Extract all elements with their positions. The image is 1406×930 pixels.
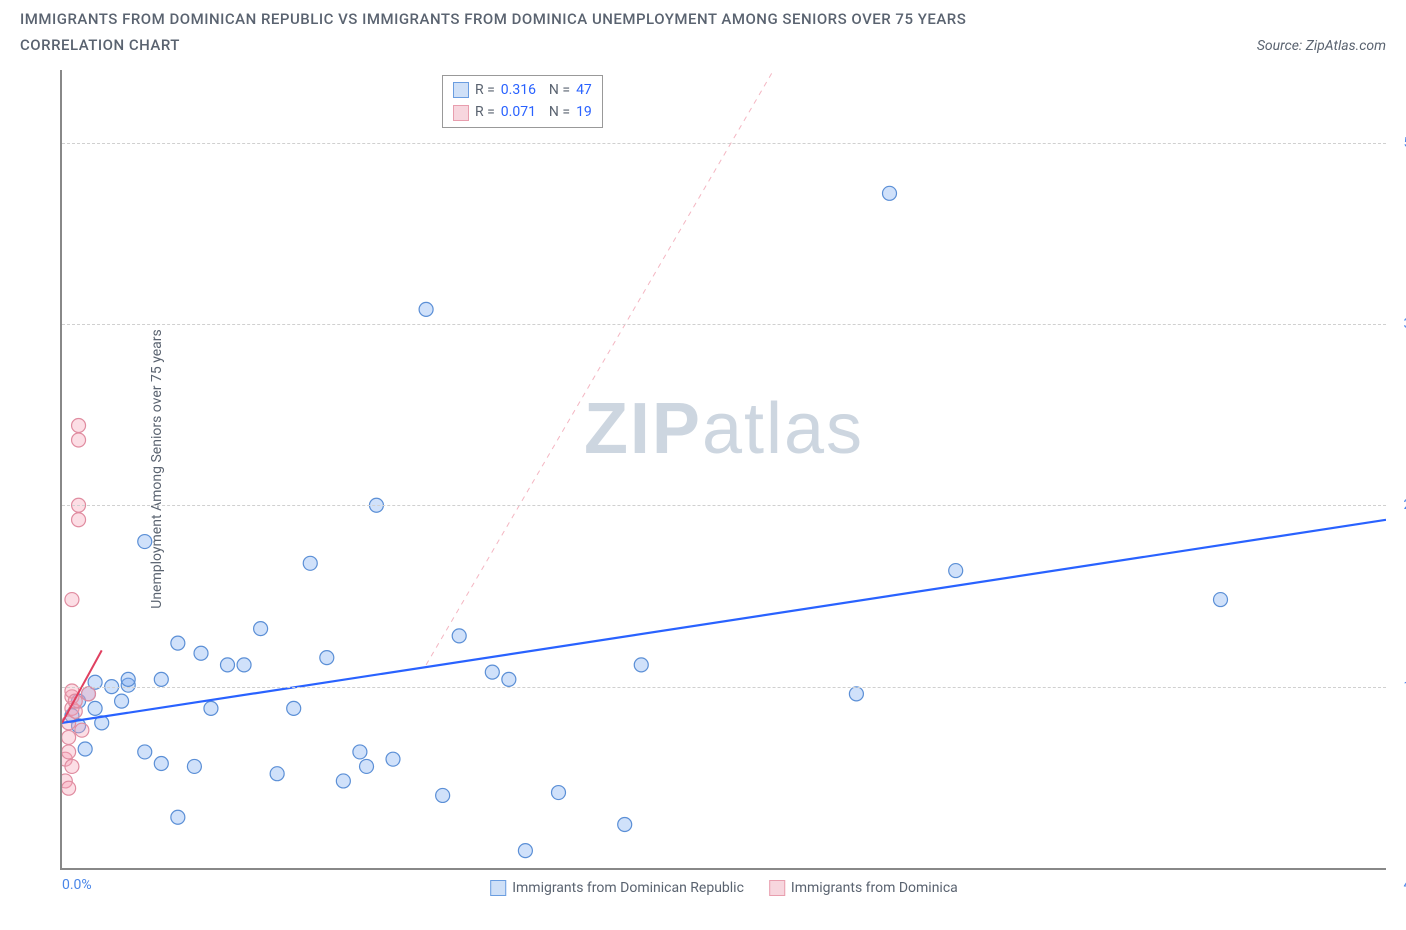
swatch-blue bbox=[453, 82, 469, 98]
chart-header: IMMIGRANTS FROM DOMINICAN REPUBLIC VS IM… bbox=[0, 0, 1406, 60]
n-value-2: 19 bbox=[576, 101, 592, 123]
x-tick-label: 0.0% bbox=[62, 877, 92, 893]
chart-area: Unemployment Among Seniors over 75 years… bbox=[60, 70, 1386, 870]
n-value-1: 47 bbox=[576, 79, 592, 101]
legend-item-1: Immigrants from Dominican Republic bbox=[490, 880, 744, 896]
stats-legend: R = 0.316 N = 47 R = 0.071 N = 19 bbox=[442, 75, 603, 128]
legend-swatch-pink bbox=[769, 880, 785, 896]
subtitle-row: CORRELATION CHART Source: ZipAtlas.com bbox=[20, 36, 1386, 54]
series-legend: Immigrants from Dominican Republic Immig… bbox=[490, 880, 958, 896]
gridline bbox=[62, 143, 1386, 144]
chart-title: IMMIGRANTS FROM DOMINICAN REPUBLIC VS IM… bbox=[20, 10, 1386, 28]
r-value-2: 0.071 bbox=[501, 101, 536, 123]
source-label: Source: ZipAtlas.com bbox=[1257, 38, 1386, 54]
r-value-1: 0.316 bbox=[501, 79, 536, 101]
legend-label-2: Immigrants from Dominica bbox=[791, 880, 958, 896]
gridline bbox=[62, 687, 1386, 688]
n-label-2: N = bbox=[542, 101, 570, 123]
gridline bbox=[62, 324, 1386, 325]
stats-row-1: R = 0.316 N = 47 bbox=[453, 79, 592, 101]
swatch-pink bbox=[453, 105, 469, 121]
r-label-2: R = bbox=[475, 101, 495, 123]
legend-swatch-blue bbox=[490, 880, 506, 896]
n-label: N = bbox=[542, 79, 570, 101]
chart-subtitle: CORRELATION CHART bbox=[20, 36, 180, 54]
r-label: R = bbox=[475, 79, 495, 101]
stats-row-2: R = 0.071 N = 19 bbox=[453, 101, 592, 123]
scatter-plot bbox=[62, 70, 1386, 868]
gridline bbox=[62, 505, 1386, 506]
legend-label-1: Immigrants from Dominican Republic bbox=[512, 880, 744, 896]
legend-item-2: Immigrants from Dominica bbox=[769, 880, 958, 896]
